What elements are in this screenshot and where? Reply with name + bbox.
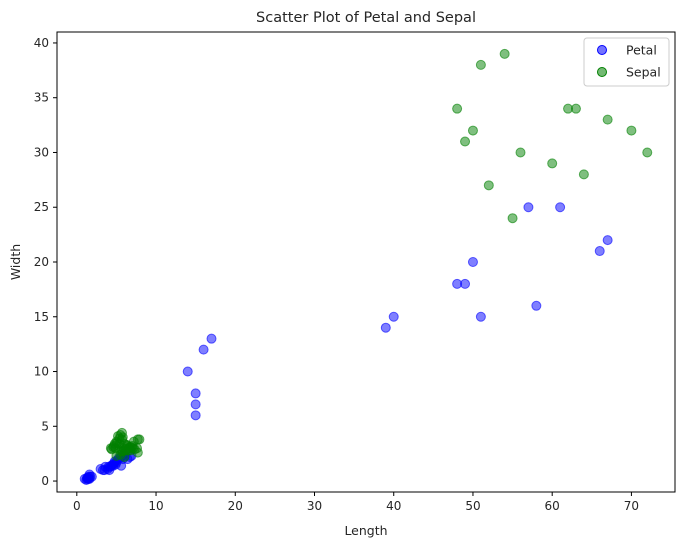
- y-tick-label: 15: [34, 310, 49, 324]
- petal-point: [460, 278, 471, 289]
- x-axis-label: Length: [344, 523, 387, 538]
- sepal-point: [132, 447, 143, 458]
- petal-point: [602, 235, 613, 246]
- sepal-point: [475, 59, 486, 70]
- x-tick-label: 30: [307, 499, 322, 513]
- legend: Petal Sepal: [583, 37, 670, 87]
- y-axis: 0 5 10 15 20 25 30 35 40: [34, 36, 57, 488]
- petal-point: [531, 300, 542, 311]
- sepal-point: [452, 103, 463, 114]
- petal-point: [467, 257, 478, 267]
- y-tick-label: 35: [34, 91, 49, 105]
- y-axis-label: Width: [8, 244, 23, 280]
- y-tick-label: 5: [41, 419, 49, 433]
- x-tick-label: 10: [148, 499, 163, 513]
- legend-marker-sepal: [597, 67, 607, 77]
- sepal-point: [134, 434, 145, 445]
- sepal-point: [467, 125, 478, 136]
- sepal-point: [507, 213, 518, 224]
- sepal-point: [460, 136, 471, 147]
- petal-point: [190, 410, 201, 421]
- sepal-point: [578, 169, 589, 180]
- sepal-point: [515, 147, 526, 158]
- x-tick-label: 50: [465, 499, 480, 513]
- sepal-point: [483, 180, 494, 191]
- petal-point: [206, 333, 217, 344]
- y-tick-label: 10: [34, 365, 49, 379]
- points-layer: [79, 48, 653, 485]
- petal-point: [198, 344, 209, 355]
- y-tick-label: 0: [41, 474, 49, 488]
- x-tick-label: 40: [386, 499, 401, 513]
- y-tick-label: 40: [34, 36, 49, 50]
- sepal-point: [642, 147, 653, 158]
- x-tick-label: 20: [228, 499, 243, 513]
- sepal-point: [626, 125, 637, 136]
- y-tick-label: 30: [34, 145, 49, 159]
- petal-point: [523, 202, 534, 213]
- x-axis: 0 10 20 30 40 50 60 70: [73, 492, 639, 513]
- legend-label-petal: Petal: [626, 43, 657, 58]
- x-tick-label: 70: [624, 499, 639, 513]
- petal-point: [380, 322, 391, 333]
- legend-marker-petal: [597, 45, 607, 55]
- petal-point: [475, 311, 486, 322]
- petal-point: [182, 366, 193, 377]
- x-tick-label: 60: [545, 499, 560, 513]
- sepal-point: [570, 103, 581, 114]
- petal-point: [190, 388, 201, 399]
- petal-point: [84, 469, 95, 480]
- x-tick-label: 0: [73, 499, 81, 513]
- petal-point: [594, 246, 605, 257]
- petal-point: [388, 311, 399, 322]
- sepal-point: [499, 48, 510, 59]
- series-sepal: [105, 48, 653, 462]
- sepal-point: [547, 158, 558, 169]
- sepal-point: [602, 114, 613, 125]
- y-tick-label: 20: [34, 255, 49, 269]
- chart-title: Scatter Plot of Petal and Sepal: [256, 10, 476, 26]
- series-petal: [79, 202, 613, 485]
- petal-point: [190, 399, 201, 410]
- plot-frame: [56, 31, 676, 493]
- petal-point: [555, 202, 566, 213]
- y-tick-label: 25: [34, 200, 49, 214]
- legend-label-sepal: Sepal: [626, 65, 661, 80]
